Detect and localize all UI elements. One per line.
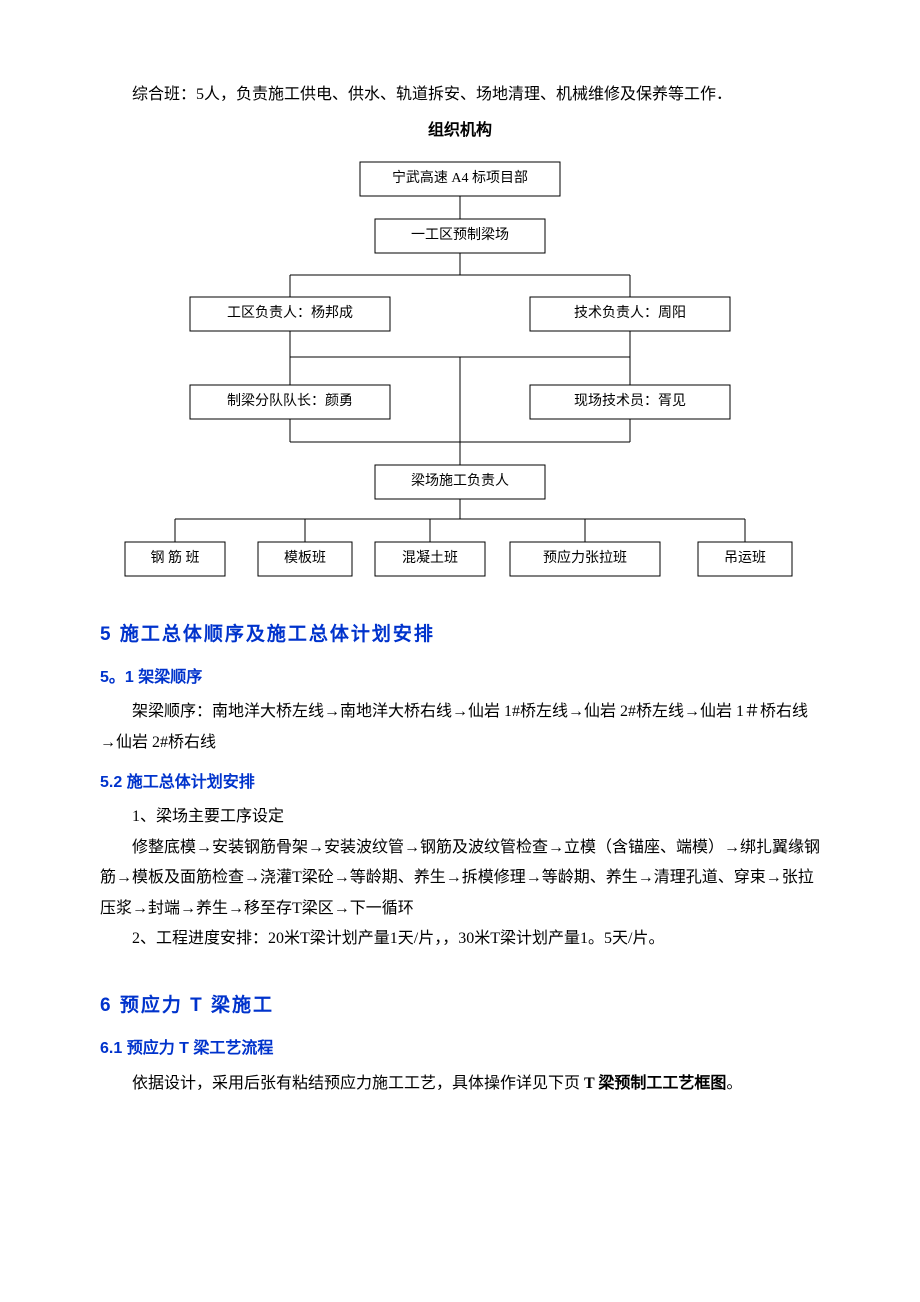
node-hoist-team-label: 吊运班 [724,550,766,566]
section-6-heading: 6 预应力 T 梁施工 [100,988,820,1024]
orgchart-title: 组织机构 [100,116,820,146]
section-6-1-post: 。 [726,1075,742,1092]
node-site-tech-label: 现场技术员：胥见 [574,393,686,409]
node-precast-yard-label: 一工区预制梁场 [411,227,509,243]
node-rebar-team-label: 钢 筋 班 [151,549,200,566]
orgchart: 宁武高速 A4 标项目部 一工区预制梁场 工区负责人：杨邦成 技术负责人：周阳 … [100,157,820,597]
section-5-2-p3: 2、工程进度安排：20米T梁计划产量1天/片，，30米T梁计划产量1。5天/片。 [100,924,820,954]
node-form-team-label: 模板班 [284,550,326,566]
node-concrete-team-label: 混凝土班 [402,550,458,566]
section-6-1-heading: 6.1 预应力 T 梁工艺流程 [100,1034,820,1064]
node-yard-mgr-label: 梁场施工负责人 [411,473,509,489]
orgchart-svg: 宁武高速 A4 标项目部 一工区预制梁场 工区负责人：杨邦成 技术负责人：周阳 … [110,157,810,597]
node-tech-leader-label: 技术负责人：周阳 [574,305,686,321]
intro-paragraph: 综合班：5人，负责施工供电、供水、轨道拆安、场地清理、机械维修及保养等工作． [100,80,820,110]
node-project-dept-label: 宁武高速 A4 标项目部 [392,169,528,186]
section-5-heading: 5 施工总体顺序及施工总体计划安排 [100,617,820,653]
node-zone-leader-label: 工区负责人：杨邦成 [227,305,353,321]
section-5-1-heading: 5。1 架梁顺序 [100,663,820,693]
node-team-captain-label: 制梁分队队长：颜勇 [227,393,353,409]
node-prestress-team-label: 预应力张拉班 [543,549,627,566]
section-6-1-pre: 依据设计，采用后张有粘结预应力施工工艺，具体操作详见下页 [132,1075,584,1092]
section-6-1-bold: T 梁预制工工艺框图 [584,1075,726,1092]
section-5-2-heading: 5.2 施工总体计划安排 [100,768,820,798]
section-6-1-body: 依据设计，采用后张有粘结预应力施工工艺，具体操作详见下页 T 梁预制工工艺框图。 [100,1069,820,1099]
section-5-2-p1: 1、梁场主要工序设定 [100,802,820,832]
section-5-2-p2: 修整底模→安装钢筋骨架→安装波纹管→钢筋及波纹管检查→立模（含锚座、端模）→绑扎… [100,833,820,924]
section-5-1-body: 架梁顺序：南地洋大桥左线→南地洋大桥右线→仙岩 1#桥左线→仙岩 2#桥左线→仙… [100,697,820,758]
